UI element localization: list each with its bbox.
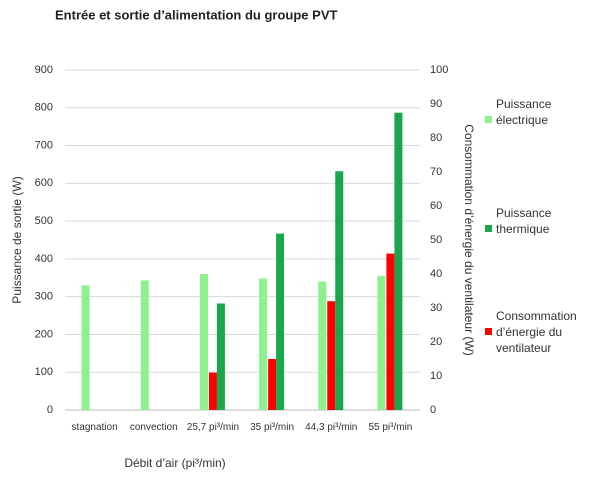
bar bbox=[318, 281, 327, 410]
y2-axis-label: Consommation d’énergie du ventilateur (W… bbox=[462, 124, 476, 355]
y-tick-label: 400 bbox=[35, 253, 53, 265]
bar bbox=[327, 301, 336, 410]
y2-tick-label: 100 bbox=[430, 64, 448, 76]
legend-label: Puissance électrique bbox=[496, 97, 552, 127]
chart-title: Entrée et sortie d’alimentation du group… bbox=[55, 7, 337, 22]
y2-tick-label: 10 bbox=[430, 370, 442, 382]
bar bbox=[268, 359, 277, 410]
bar bbox=[259, 278, 268, 410]
legend-swatch bbox=[485, 225, 492, 232]
bar bbox=[377, 275, 386, 410]
y2-tick-label: 80 bbox=[430, 132, 442, 144]
y-tick-label: 900 bbox=[35, 64, 53, 76]
legend-swatch bbox=[485, 116, 492, 123]
y-tick-label: 800 bbox=[35, 102, 53, 114]
bar bbox=[394, 112, 403, 410]
y-tick-label: 700 bbox=[35, 139, 53, 151]
y2-tick-label: 90 bbox=[430, 98, 442, 110]
y2-tick-label: 30 bbox=[430, 302, 442, 314]
x-tick-label: stagnation bbox=[71, 422, 118, 433]
y2-tick-label: 70 bbox=[430, 166, 442, 178]
y2-tick-label: 0 bbox=[430, 404, 436, 416]
bar bbox=[276, 233, 285, 410]
y2-tick-label: 20 bbox=[430, 336, 442, 348]
y-tick-label: 0 bbox=[47, 404, 53, 416]
y-tick-label: 300 bbox=[35, 291, 53, 303]
legend-swatch bbox=[485, 328, 492, 335]
bar bbox=[199, 274, 208, 410]
y-tick-label: 200 bbox=[35, 328, 53, 340]
bar bbox=[81, 285, 90, 410]
y-axis-label: Puissance de sortie (W) bbox=[10, 176, 24, 303]
bar bbox=[335, 171, 344, 410]
legend-label: Puissance thermique bbox=[496, 206, 552, 236]
y-tick-label: 600 bbox=[35, 177, 53, 189]
y-tick-label: 500 bbox=[35, 215, 53, 227]
x-tick-label: 44,3 pi³/min bbox=[305, 422, 358, 433]
y2-tick-label: 50 bbox=[430, 234, 442, 246]
y2-tick-label: 40 bbox=[430, 268, 442, 280]
bar bbox=[386, 253, 395, 410]
bar bbox=[208, 372, 217, 410]
legend-label: Consommation d’énergie du ventilateur bbox=[496, 309, 577, 355]
x-axis-label: Débit d’air (pi³/min) bbox=[124, 456, 225, 470]
x-tick-label: 25,7 pi³/min bbox=[186, 422, 240, 433]
bar bbox=[140, 280, 149, 410]
bar bbox=[216, 303, 225, 410]
x-tick-label: 35 pi³/min bbox=[250, 422, 295, 433]
y-tick-label: 100 bbox=[35, 366, 53, 378]
y2-tick-label: 60 bbox=[430, 200, 442, 212]
x-tick-label: convection bbox=[129, 422, 178, 433]
x-tick-label: 55 pi³/min bbox=[368, 422, 413, 433]
